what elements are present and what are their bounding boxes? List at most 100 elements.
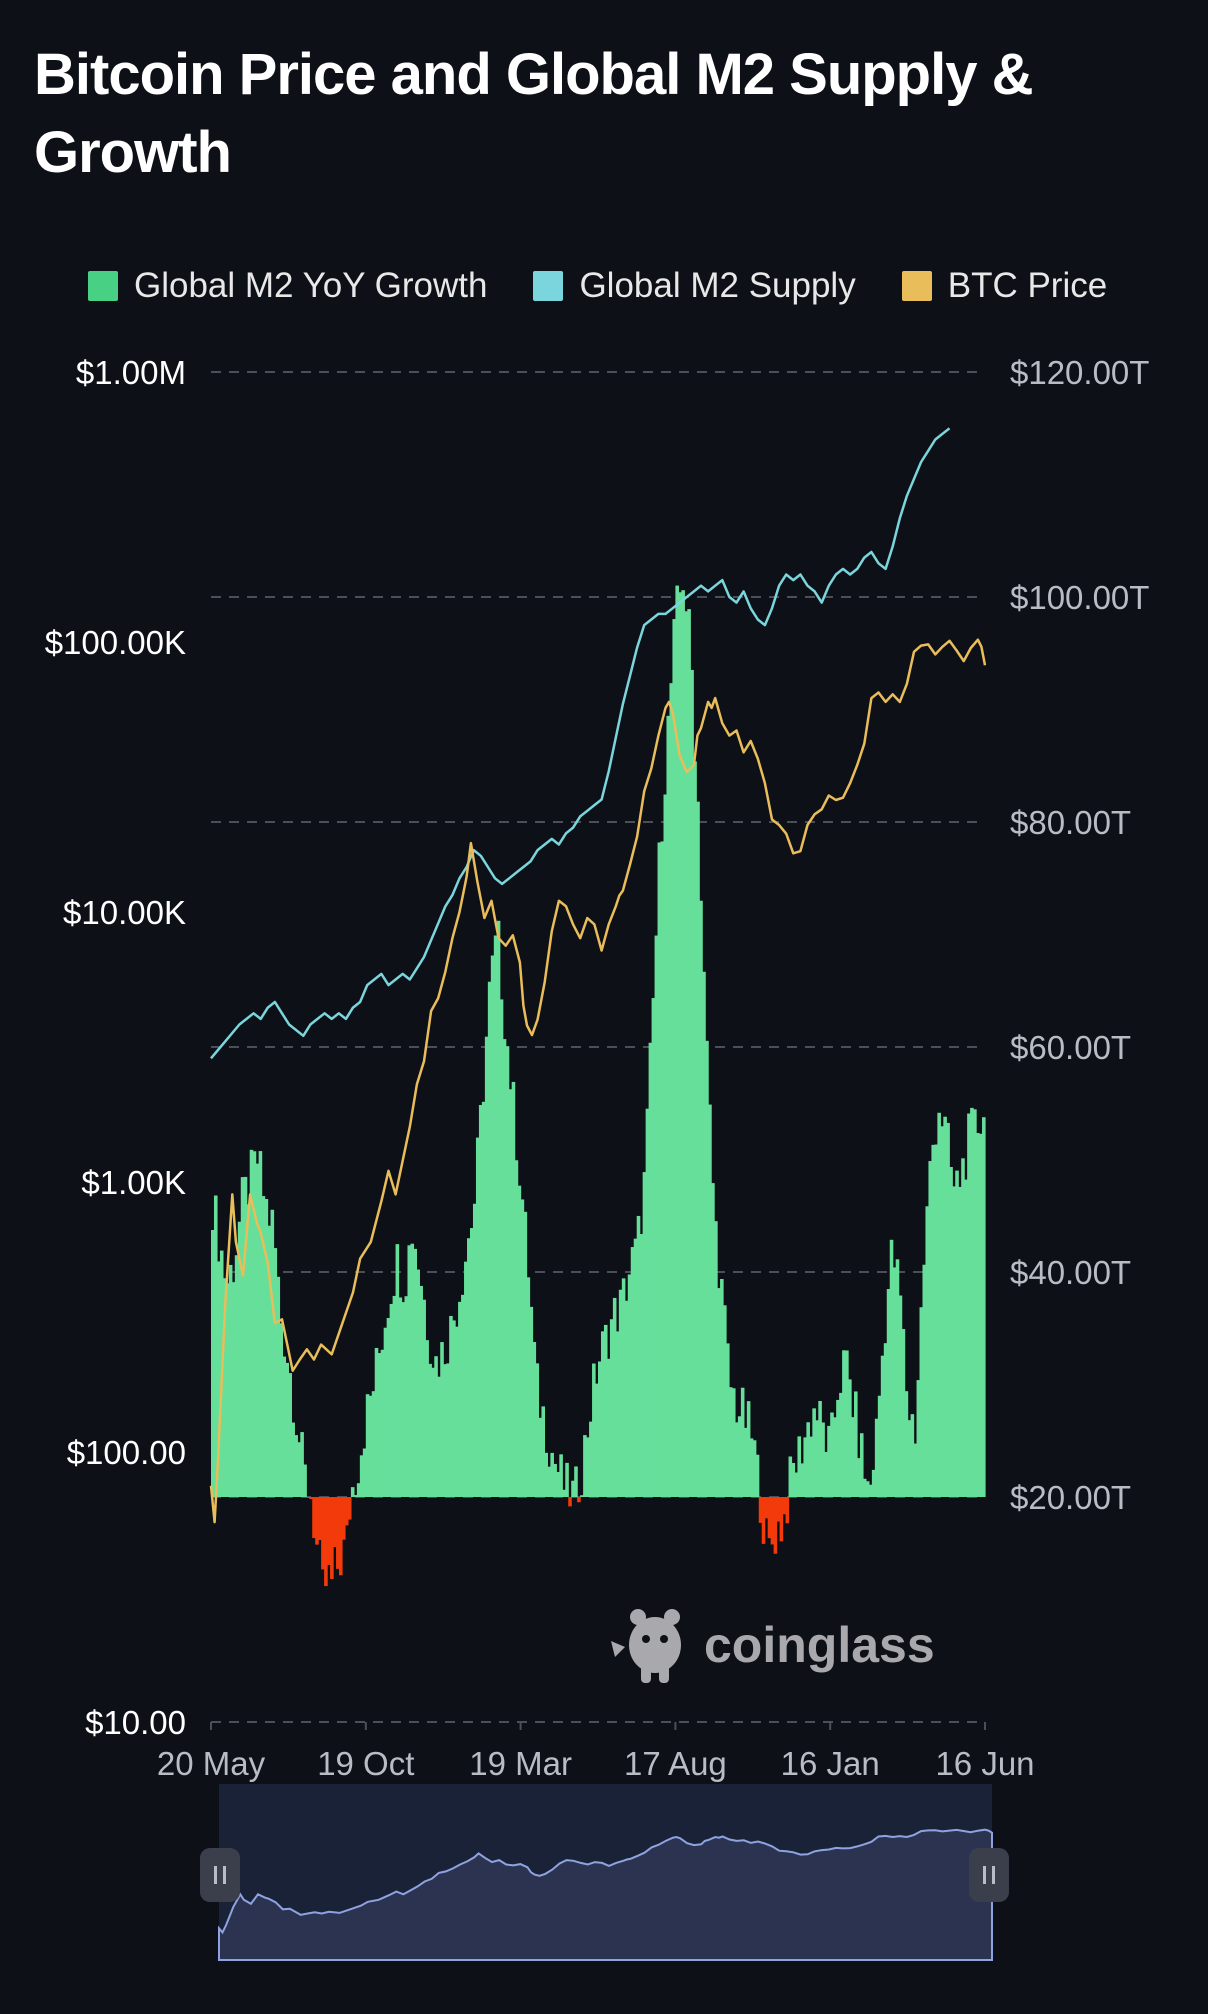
- growth-bar-positive: [842, 1350, 846, 1497]
- growth-bar-negative: [347, 1497, 352, 1520]
- growth-bar-positive: [398, 1297, 403, 1497]
- growth-bar-positive: [592, 1363, 596, 1497]
- growth-bar-positive: [877, 1395, 882, 1497]
- growth-bar-positive: [487, 981, 492, 1497]
- legend-item-m2-growth[interactable]: Global M2 YoY Growth: [88, 266, 487, 306]
- growth-bar-positive: [428, 1363, 432, 1497]
- growth-bar-positive: [648, 1042, 653, 1497]
- growth-bar-positive: [862, 1478, 867, 1497]
- growth-bar-negative: [785, 1497, 790, 1524]
- growth-bar-positive: [282, 1356, 287, 1497]
- growth-bar-positive: [297, 1442, 301, 1497]
- chart-title: Bitcoin Price and Global M2 Supply & Gro…: [34, 42, 1033, 185]
- growth-bar-positive: [243, 1176, 248, 1497]
- growth-bar-positive: [353, 1495, 358, 1497]
- right-axis-tick-label: $40.00T: [1010, 1254, 1131, 1291]
- growth-bar-positive: [937, 1112, 941, 1497]
- growth-bar-positive: [481, 1101, 486, 1497]
- growth-bar-negative: [318, 1497, 322, 1541]
- growth-bar-positive: [574, 1466, 578, 1497]
- growth-bar-positive: [541, 1406, 546, 1497]
- growth-bar-positive: [934, 1144, 938, 1497]
- right-axis-tick-label: $80.00T: [1010, 804, 1131, 841]
- growth-bar-positive: [913, 1443, 918, 1497]
- growth-bar-negative: [324, 1497, 328, 1587]
- growth-bar-positive: [380, 1349, 385, 1497]
- growth-bar-positive: [550, 1452, 554, 1497]
- legend-swatch-m2-growth: [88, 271, 118, 301]
- growth-bar-positive: [267, 1225, 272, 1497]
- growth-bar-positive: [702, 971, 706, 1497]
- growth-bar-positive: [919, 1307, 924, 1497]
- growth-bar-positive: [273, 1248, 278, 1497]
- growth-bar-negative: [773, 1497, 778, 1554]
- growth-bar-positive: [794, 1472, 799, 1497]
- growth-bar-positive: [490, 955, 495, 1497]
- growth-bar-positive: [883, 1343, 888, 1497]
- legend-item-btc-price[interactable]: BTC Price: [901, 266, 1108, 306]
- growth-bar-positive: [609, 1319, 614, 1497]
- growth-bar-positive: [407, 1245, 412, 1497]
- growth-bar-positive: [562, 1489, 566, 1497]
- growth-bar-positive: [669, 683, 674, 1497]
- legend-item-m2-supply[interactable]: Global M2 Supply: [533, 266, 856, 306]
- growth-bar-positive: [818, 1400, 822, 1497]
- growth-bar-positive: [982, 1117, 986, 1497]
- growth-bar-positive: [288, 1373, 292, 1497]
- growth-bar-positive: [547, 1466, 551, 1497]
- navigator-handle-right[interactable]: [969, 1848, 1009, 1902]
- growth-bar-positive: [666, 715, 671, 1497]
- growth-bar-negative: [776, 1497, 781, 1522]
- growth-bar-positive: [961, 1158, 965, 1497]
- growth-bar-positive: [440, 1342, 444, 1497]
- growth-bar-positive: [264, 1198, 269, 1497]
- growth-bar-positive: [401, 1302, 406, 1497]
- range-navigator[interactable]: [200, 1784, 1009, 1961]
- growth-bar-positive: [856, 1458, 861, 1497]
- growth-bar-positive: [708, 1104, 712, 1497]
- navigator-handle-left[interactable]: [200, 1848, 240, 1902]
- growth-bar-positive: [526, 1277, 531, 1497]
- growth-bar-positive: [472, 1203, 477, 1497]
- growth-bar-positive: [395, 1244, 400, 1497]
- x-axis-tick-label: 16 Jun: [935, 1745, 1034, 1782]
- growth-bar-positive: [383, 1327, 388, 1497]
- growth-bar-positive: [356, 1483, 361, 1497]
- growth-bar-positive: [449, 1315, 453, 1497]
- growth-bar-positive: [598, 1361, 602, 1497]
- legend-label-btc-price: BTC Price: [947, 266, 1108, 305]
- growth-bar-negative: [764, 1497, 769, 1519]
- growth-bar-negative: [306, 1497, 310, 1498]
- growth-bar-positive: [910, 1414, 915, 1497]
- growth-bar-positive: [621, 1278, 626, 1497]
- growth-bar-positive: [743, 1427, 748, 1497]
- growth-bar-negative: [779, 1497, 784, 1542]
- growth-bar-positive: [475, 1137, 480, 1497]
- growth-bar-positive: [958, 1186, 962, 1497]
- growth-bar-positive: [294, 1435, 298, 1497]
- growth-bar-positive: [898, 1295, 903, 1497]
- growth-bar-positive: [645, 1108, 650, 1497]
- growth-bar-positive: [606, 1358, 611, 1497]
- growth-bar-positive: [505, 1046, 510, 1497]
- growth-bar-positive: [955, 1170, 959, 1497]
- growth-bar-positive: [874, 1418, 879, 1497]
- growth-bar-positive: [211, 1230, 215, 1497]
- growth-bar-positive: [258, 1151, 263, 1497]
- growth-bar-positive: [502, 1039, 507, 1497]
- growth-bar-positive: [696, 801, 700, 1497]
- growth-bar-positive: [285, 1362, 289, 1497]
- growth-bar-positive: [225, 1283, 230, 1497]
- growth-bar-positive: [928, 1161, 933, 1497]
- growth-bar-positive: [455, 1326, 459, 1497]
- growth-bar-negative: [344, 1497, 349, 1526]
- right-axis-tick-label: $60.00T: [1010, 1029, 1131, 1066]
- growth-bar-positive: [833, 1417, 837, 1497]
- growth-bar-positive: [815, 1420, 819, 1497]
- growth-bar-positive: [868, 1484, 873, 1497]
- growth-bar-positive: [234, 1255, 239, 1497]
- growth-bar-positive: [371, 1391, 376, 1497]
- growth-bar-positive: [291, 1422, 295, 1497]
- growth-bar-positive: [848, 1379, 852, 1497]
- growth-bar-positive: [940, 1126, 944, 1497]
